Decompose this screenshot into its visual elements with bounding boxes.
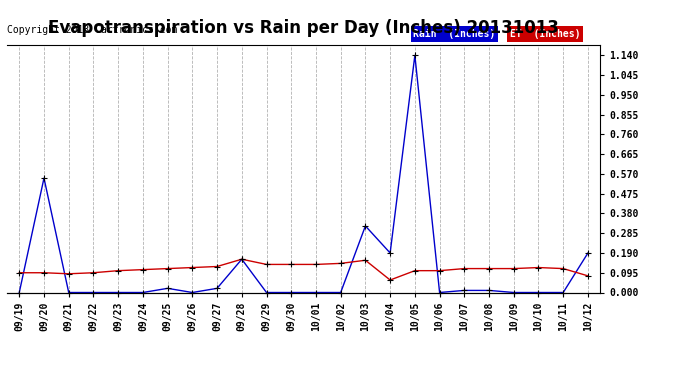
Text: Copyright 2013 Cartronics.com: Copyright 2013 Cartronics.com (7, 25, 177, 35)
Text: ET  (Inches): ET (Inches) (509, 29, 580, 39)
Text: Rain  (Inches): Rain (Inches) (413, 29, 495, 39)
Text: Evapotranspiration vs Rain per Day (Inches) 20131013: Evapotranspiration vs Rain per Day (Inch… (48, 19, 559, 37)
